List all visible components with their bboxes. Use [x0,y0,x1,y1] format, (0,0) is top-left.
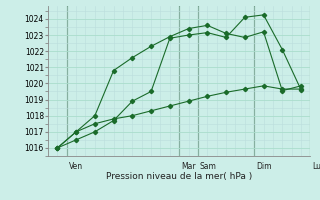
Text: Dim: Dim [256,162,272,171]
Text: Lun: Lun [312,162,320,171]
Text: Sam: Sam [200,162,217,171]
Text: Ven: Ven [68,162,83,171]
Text: Mar: Mar [181,162,196,171]
X-axis label: Pression niveau de la mer( hPa ): Pression niveau de la mer( hPa ) [106,172,252,181]
